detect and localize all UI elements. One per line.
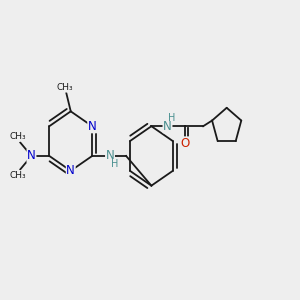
Text: N: N — [88, 120, 97, 133]
Text: O: O — [181, 137, 190, 150]
Text: CH₃: CH₃ — [57, 83, 74, 92]
Text: CH₃: CH₃ — [10, 132, 26, 141]
Text: CH₃: CH₃ — [10, 171, 26, 180]
Text: N: N — [27, 149, 36, 162]
Text: H: H — [111, 159, 118, 169]
Text: H: H — [168, 113, 175, 123]
Text: N: N — [106, 149, 114, 162]
Text: N: N — [66, 164, 75, 177]
Text: N: N — [163, 120, 172, 133]
